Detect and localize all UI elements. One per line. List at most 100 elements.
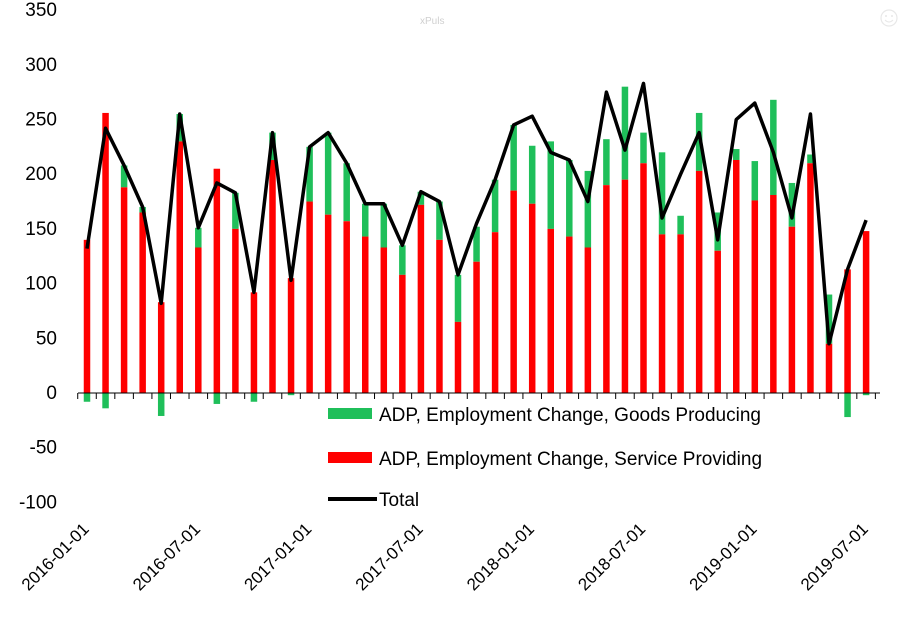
goods-bar	[751, 161, 759, 201]
service-bar	[528, 203, 536, 393]
service-bar	[491, 232, 499, 393]
legend-label-goods: ADP, Employment Change, Goods Producing	[379, 405, 761, 426]
legend-swatch-service	[328, 452, 372, 463]
goods-bar	[621, 86, 629, 180]
service-bar	[287, 278, 295, 393]
service-bar	[380, 247, 388, 393]
x-tick-label: 2019-01-01	[686, 519, 761, 594]
x-tick-label: 2018-07-01	[574, 519, 649, 594]
x-tick-label: 2016-01-01	[18, 519, 93, 594]
service-bar	[232, 228, 239, 393]
service-bar	[733, 159, 740, 393]
smiley-icon	[880, 9, 898, 27]
goods-bar	[102, 393, 109, 409]
service-bar	[584, 247, 592, 393]
y-tick-label: 100	[25, 274, 57, 295]
goods-bar	[250, 393, 258, 402]
legend-label-service: ADP, Employment Change, Service Providin…	[379, 449, 762, 470]
service-bar	[306, 201, 313, 393]
service-bar	[566, 236, 573, 393]
watermark-text: xPuls	[420, 16, 444, 27]
service-bar	[473, 261, 480, 393]
service-bar	[751, 200, 759, 393]
x-tick-label: 2017-07-01	[352, 519, 427, 594]
goods-bar	[640, 132, 647, 164]
service-bar	[399, 274, 406, 393]
service-bar	[417, 204, 425, 393]
y-tick-label: 350	[25, 0, 57, 21]
goods-bar	[306, 146, 313, 202]
service-bar	[139, 212, 146, 393]
service-bar	[621, 179, 629, 393]
y-tick-label: 0	[46, 383, 57, 404]
service-bar	[157, 302, 165, 393]
service-bar	[770, 194, 777, 393]
goods-bar	[232, 192, 239, 229]
x-tick-label: 2018-01-01	[463, 519, 538, 594]
goods-bar	[324, 132, 332, 215]
service-bar	[640, 163, 647, 393]
x-tick-label: 2017-01-01	[240, 519, 315, 594]
service-bar	[102, 112, 109, 393]
service-bar	[547, 228, 554, 393]
goods-bar	[362, 203, 369, 237]
goods-bar	[733, 149, 740, 160]
goods-bar	[807, 154, 814, 164]
y-tick-label: 200	[25, 164, 57, 185]
service-bar	[825, 343, 833, 393]
y-tick-label: -100	[19, 492, 57, 513]
goods-bar	[844, 393, 851, 418]
x-axis	[77, 392, 880, 399]
goods-bar	[83, 393, 91, 402]
service-bar	[176, 141, 183, 393]
service-bar	[436, 239, 443, 393]
goods-bar	[436, 201, 443, 240]
y-tick-label: 50	[36, 328, 57, 349]
goods-bar	[788, 182, 796, 227]
goods-bar	[862, 393, 870, 396]
total-line	[85, 81, 868, 346]
service-bar	[120, 187, 128, 393]
y-tick-label: 300	[25, 55, 57, 76]
service-bar	[862, 231, 870, 393]
goods-bar	[473, 226, 480, 262]
legend-swatch-goods	[328, 408, 372, 419]
y-tick-label: 150	[25, 219, 57, 240]
service-bar	[788, 226, 796, 393]
goods-bar	[454, 274, 462, 322]
legend-label-total: Total	[379, 490, 419, 511]
x-axis-ticks: 2016-01-01 2016-07-01 2017-01-01 2017-07-01…	[18, 519, 872, 594]
service-bar	[807, 163, 814, 393]
service-bar	[714, 250, 721, 393]
goods-bar	[195, 227, 202, 248]
goods-bar	[213, 393, 221, 404]
service-bar	[658, 234, 666, 393]
goods-bar	[417, 191, 425, 205]
goods-bar	[399, 245, 406, 275]
service-bar	[677, 234, 684, 393]
goods-bar	[547, 141, 554, 229]
service-bar	[324, 214, 332, 393]
goods-bar	[566, 159, 573, 237]
legend: ADP, Employment Change, Goods Producing …	[328, 405, 762, 511]
x-tick-label: 2019-07-01	[797, 519, 872, 594]
service-bar	[454, 321, 462, 393]
goods-bar	[343, 163, 350, 222]
service-bar	[269, 159, 276, 393]
goods-bar	[157, 393, 165, 416]
goods-bar	[603, 139, 610, 186]
service-bar	[844, 269, 851, 393]
service-bar	[603, 185, 610, 393]
service-bar	[213, 168, 221, 393]
y-tick-label: 250	[25, 110, 57, 131]
service-bar	[83, 239, 91, 393]
service-bar	[343, 221, 350, 393]
x-tick-label: 2016-07-01	[129, 519, 204, 594]
service-providing-bars	[83, 112, 870, 393]
y-tick-label: -50	[30, 438, 57, 459]
goods-bar	[825, 294, 833, 344]
goods-bar	[491, 179, 499, 233]
service-bar	[695, 170, 703, 393]
goods-bar	[528, 145, 536, 204]
